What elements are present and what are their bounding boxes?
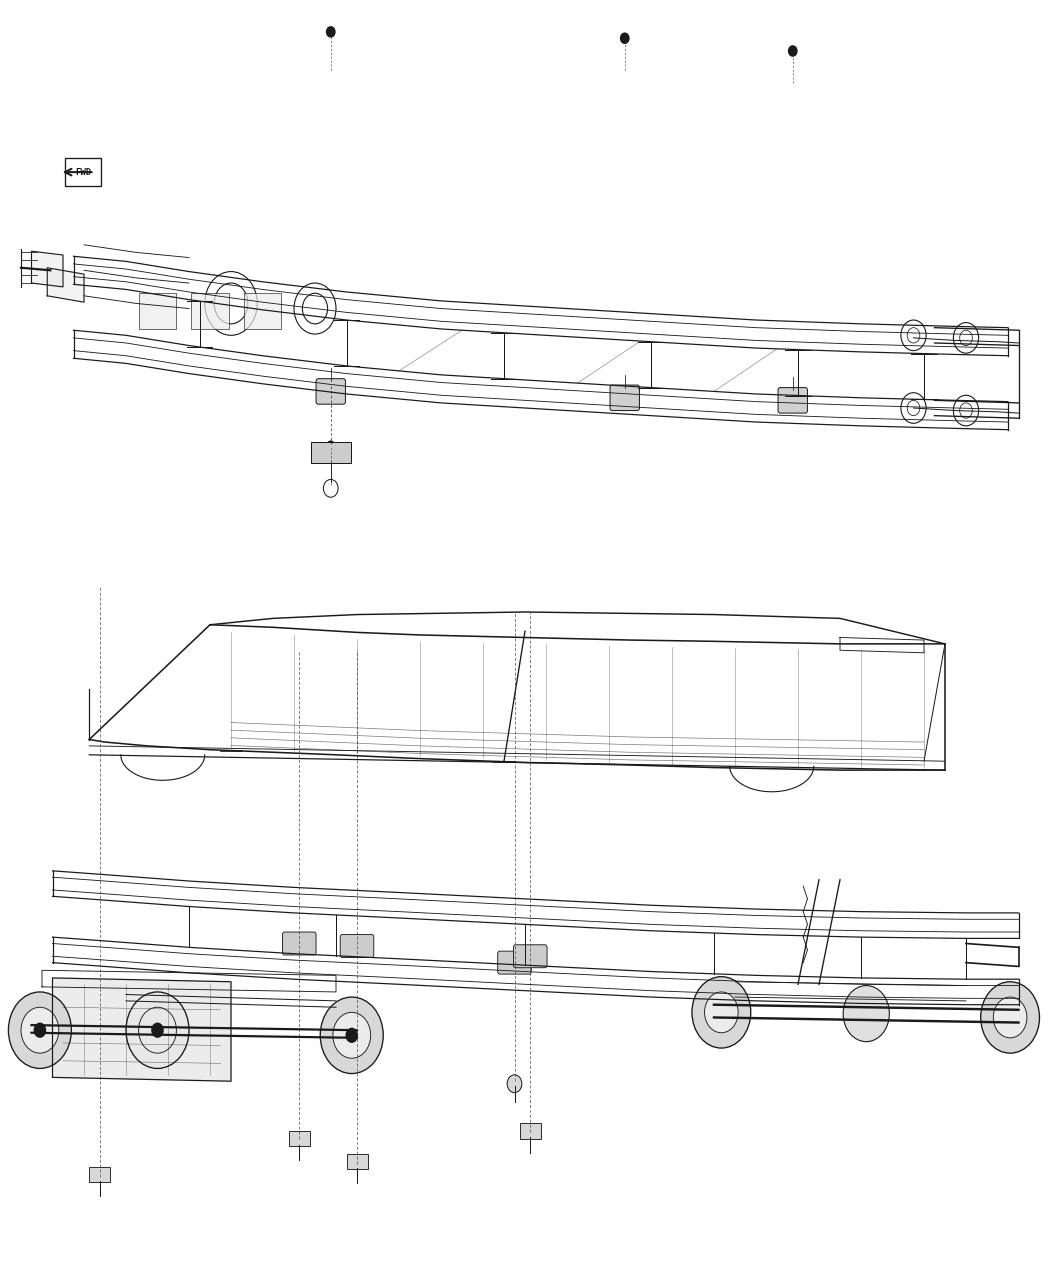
- FancyBboxPatch shape: [316, 379, 345, 404]
- Circle shape: [507, 1075, 522, 1093]
- Text: FWD: FWD: [75, 167, 91, 177]
- Circle shape: [21, 1007, 59, 1053]
- FancyBboxPatch shape: [610, 385, 639, 411]
- FancyBboxPatch shape: [340, 935, 374, 958]
- Circle shape: [320, 997, 383, 1074]
- Circle shape: [705, 992, 738, 1033]
- FancyBboxPatch shape: [778, 388, 807, 413]
- Circle shape: [151, 1023, 164, 1038]
- FancyBboxPatch shape: [311, 442, 351, 463]
- Circle shape: [789, 46, 797, 56]
- Circle shape: [981, 982, 1040, 1053]
- FancyBboxPatch shape: [498, 951, 531, 974]
- Circle shape: [8, 992, 71, 1068]
- FancyBboxPatch shape: [289, 1131, 310, 1146]
- FancyBboxPatch shape: [65, 158, 101, 186]
- Circle shape: [843, 986, 889, 1042]
- Polygon shape: [47, 268, 84, 302]
- Circle shape: [126, 992, 189, 1068]
- Polygon shape: [52, 978, 231, 1081]
- Circle shape: [345, 1028, 358, 1043]
- Circle shape: [333, 1012, 371, 1058]
- FancyBboxPatch shape: [346, 1154, 367, 1169]
- FancyBboxPatch shape: [89, 1167, 110, 1182]
- FancyBboxPatch shape: [191, 293, 229, 329]
- FancyBboxPatch shape: [513, 945, 547, 968]
- Circle shape: [327, 27, 335, 37]
- FancyBboxPatch shape: [282, 932, 316, 955]
- Circle shape: [327, 441, 335, 451]
- Circle shape: [993, 997, 1027, 1038]
- Polygon shape: [32, 251, 63, 287]
- FancyBboxPatch shape: [520, 1123, 541, 1139]
- Circle shape: [692, 977, 751, 1048]
- FancyBboxPatch shape: [244, 293, 281, 329]
- Circle shape: [621, 33, 629, 43]
- FancyBboxPatch shape: [139, 293, 176, 329]
- Circle shape: [34, 1023, 46, 1038]
- Circle shape: [323, 479, 338, 497]
